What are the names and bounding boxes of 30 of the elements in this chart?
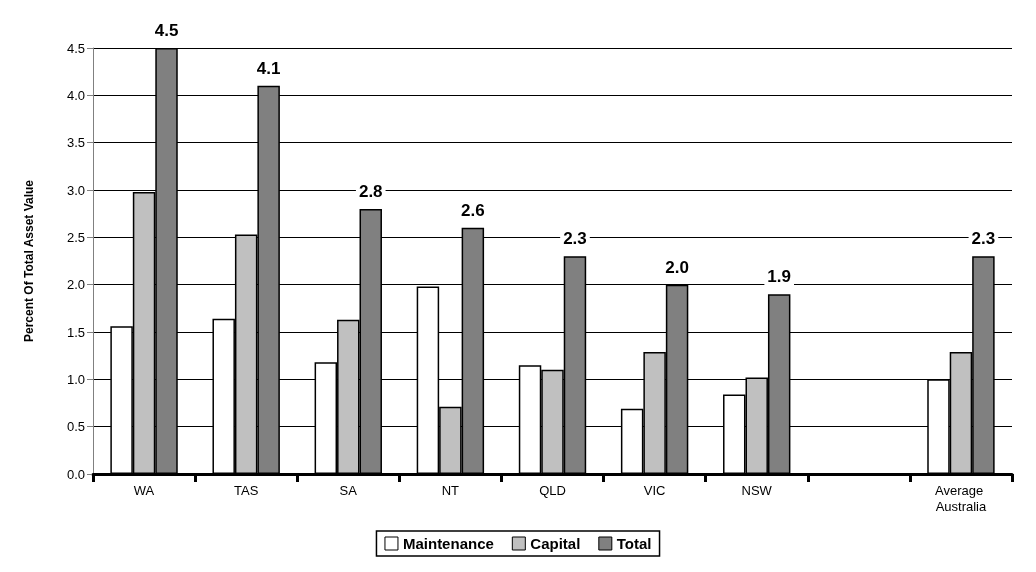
y-tick-label: 0.5	[66, 419, 85, 435]
data-label: 1.9	[767, 267, 792, 287]
data-label: 4.1	[256, 58, 281, 78]
y-tick-label: 1.5	[66, 324, 85, 340]
data-label: 2.8	[358, 181, 383, 201]
y-tick-label: 3.0	[66, 182, 85, 198]
y-tick-label: 3.5	[66, 135, 85, 151]
y-tick-label: 2.0	[66, 277, 85, 293]
data-label: 2.3	[971, 229, 996, 249]
x-tick-label: VIC	[643, 482, 666, 498]
x-tick-label: QLD	[539, 482, 566, 498]
y-tick-label: 0.0	[66, 466, 85, 482]
legend-label: Maintenance	[402, 535, 494, 552]
y-tick-label: 4.0	[66, 87, 85, 103]
y-tick-label: 4.5	[66, 40, 85, 56]
x-tick-label: SA	[339, 482, 358, 498]
y-tick-label: 2.5	[66, 229, 85, 245]
x-tick-label: TAS	[234, 482, 259, 498]
data-label: 2.0	[665, 257, 689, 277]
x-tick-label: WA	[133, 482, 155, 498]
x-tick-label: Average Australia	[935, 482, 987, 514]
y-axis-title: Percent Of Total Asset Value	[22, 179, 36, 343]
data-label: 4.5	[154, 21, 179, 40]
data-label: 2.3	[563, 229, 587, 249]
legend-label: Capital	[530, 535, 581, 552]
y-tick-label: 1.0	[66, 371, 85, 387]
x-tick-label: NSW	[741, 482, 773, 498]
legend-label: Total	[616, 535, 652, 552]
x-tick-label: NT	[441, 482, 460, 498]
data-label: 2.6	[461, 200, 485, 220]
